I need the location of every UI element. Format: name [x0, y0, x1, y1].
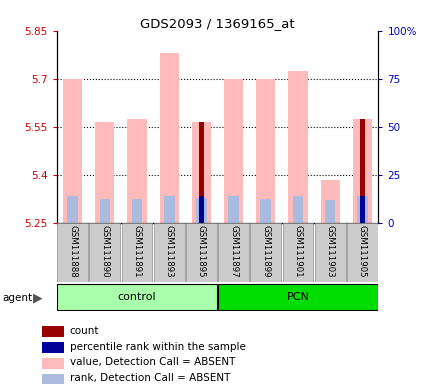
- Text: GSM111891: GSM111891: [132, 225, 141, 277]
- Bar: [191, 122, 210, 223]
- Bar: [159, 53, 178, 223]
- Bar: [127, 119, 146, 223]
- Bar: [320, 180, 339, 223]
- FancyBboxPatch shape: [57, 284, 217, 310]
- Bar: [198, 122, 204, 223]
- Text: GSM111890: GSM111890: [100, 225, 109, 277]
- Text: value, Detection Call = ABSENT: value, Detection Call = ABSENT: [69, 358, 235, 367]
- FancyBboxPatch shape: [185, 223, 217, 282]
- Bar: [198, 197, 204, 223]
- FancyBboxPatch shape: [153, 223, 184, 282]
- FancyBboxPatch shape: [217, 223, 249, 282]
- FancyBboxPatch shape: [346, 223, 377, 282]
- Text: GSM111901: GSM111901: [293, 225, 302, 277]
- Text: ▶: ▶: [33, 291, 42, 304]
- Bar: [99, 199, 110, 223]
- Bar: [356, 195, 367, 223]
- Text: PCN: PCN: [286, 291, 309, 302]
- Bar: [196, 198, 206, 223]
- Text: GSM111893: GSM111893: [164, 225, 173, 277]
- FancyBboxPatch shape: [282, 223, 313, 282]
- Bar: [42, 374, 64, 384]
- Text: rank, Detection Call = ABSENT: rank, Detection Call = ABSENT: [69, 374, 230, 384]
- Bar: [164, 195, 174, 223]
- Text: GSM111899: GSM111899: [261, 225, 270, 277]
- Bar: [95, 122, 114, 223]
- Bar: [359, 195, 364, 223]
- Text: GSM111905: GSM111905: [357, 225, 366, 277]
- Title: GDS2093 / 1369165_at: GDS2093 / 1369165_at: [140, 17, 294, 30]
- Bar: [42, 358, 64, 369]
- FancyBboxPatch shape: [89, 223, 120, 282]
- FancyBboxPatch shape: [314, 223, 345, 282]
- Bar: [352, 119, 371, 223]
- Bar: [256, 79, 275, 223]
- FancyBboxPatch shape: [217, 284, 377, 310]
- Bar: [67, 195, 78, 223]
- Text: GSM111895: GSM111895: [197, 225, 205, 277]
- Bar: [288, 71, 307, 223]
- Bar: [42, 342, 64, 353]
- Bar: [42, 326, 64, 337]
- Text: GSM111897: GSM111897: [229, 225, 237, 277]
- Text: GSM111903: GSM111903: [325, 225, 334, 277]
- Bar: [324, 200, 335, 223]
- Text: control: control: [118, 291, 156, 302]
- Text: agent: agent: [2, 293, 32, 303]
- Bar: [228, 195, 238, 223]
- Bar: [359, 119, 364, 223]
- Bar: [224, 79, 243, 223]
- Text: percentile rank within the sample: percentile rank within the sample: [69, 341, 245, 351]
- Text: count: count: [69, 326, 99, 336]
- Bar: [292, 195, 302, 223]
- Bar: [132, 199, 142, 223]
- Bar: [260, 199, 270, 223]
- FancyBboxPatch shape: [121, 223, 152, 282]
- FancyBboxPatch shape: [250, 223, 281, 282]
- FancyBboxPatch shape: [57, 223, 88, 282]
- Bar: [63, 79, 82, 223]
- Text: GSM111888: GSM111888: [68, 225, 77, 277]
